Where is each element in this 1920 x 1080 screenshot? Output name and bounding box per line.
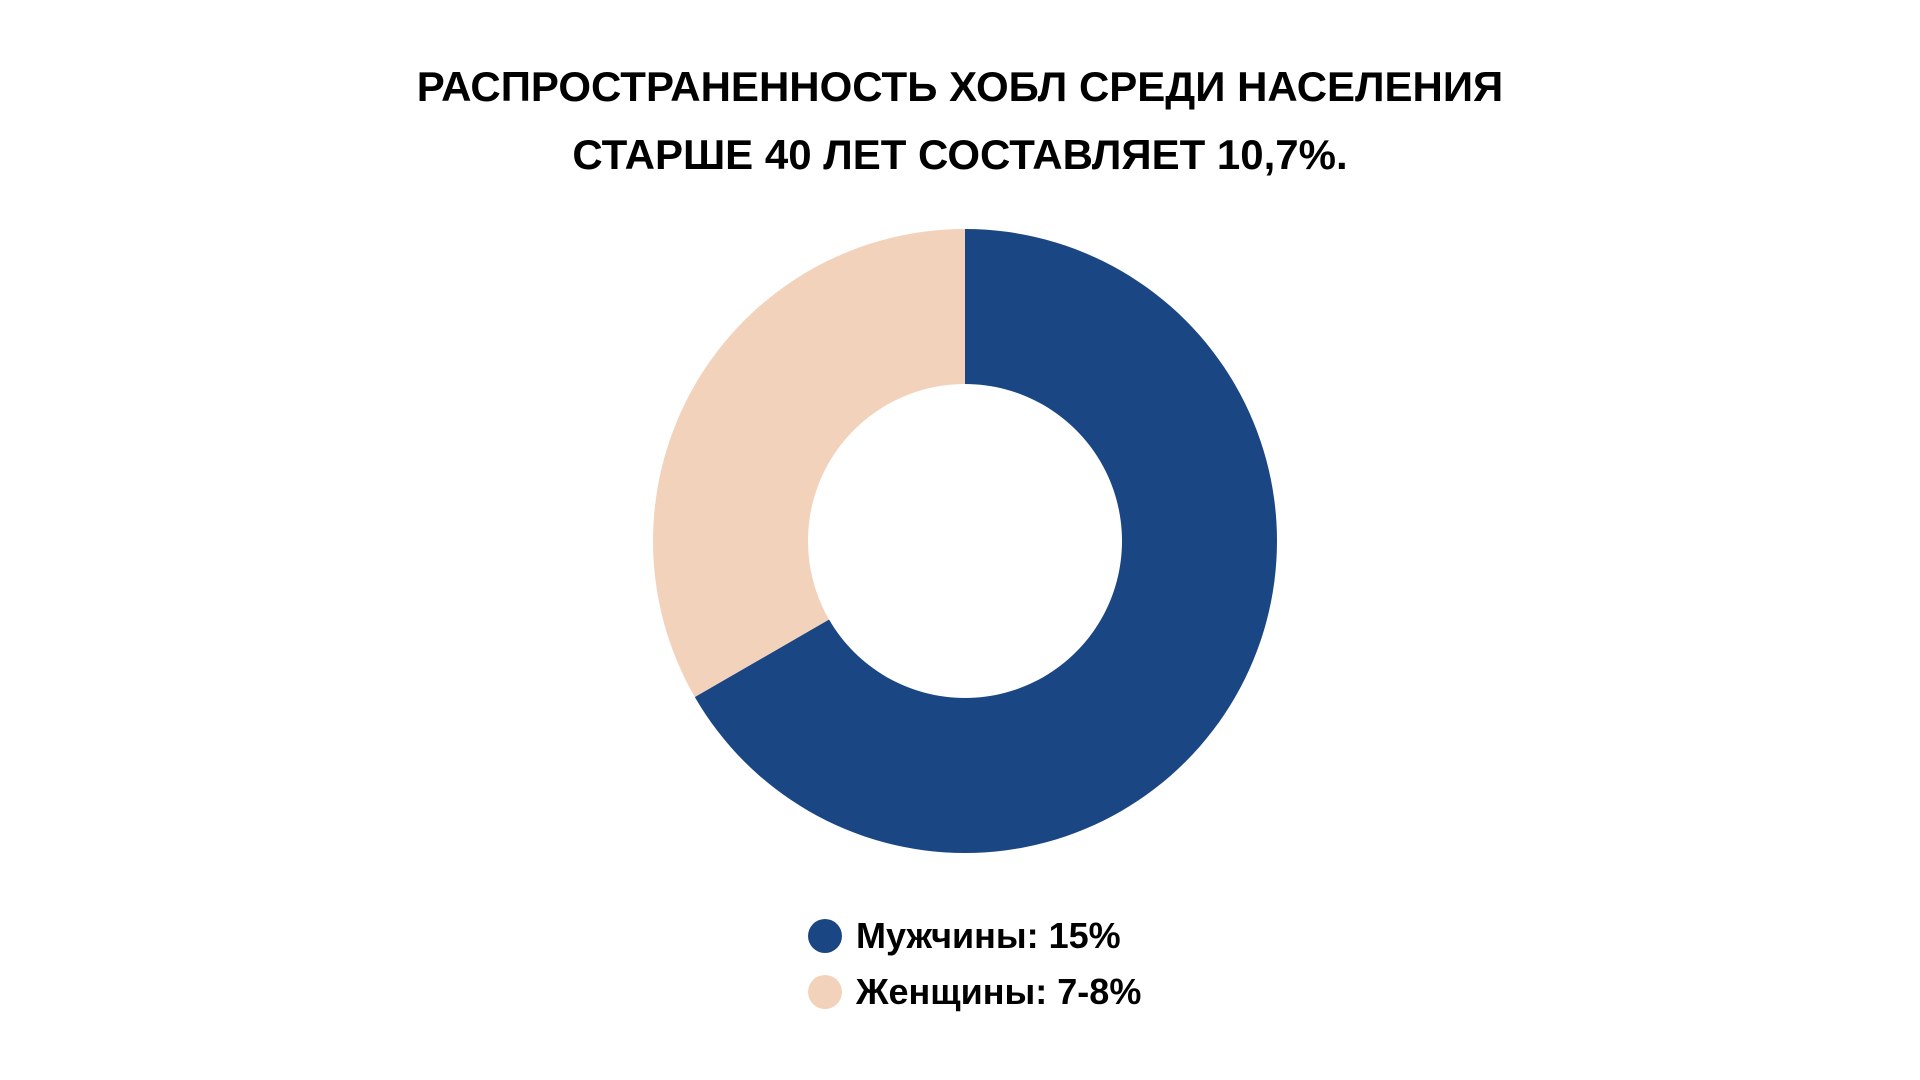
legend-marker-men <box>808 919 842 953</box>
legend-item-women: Женщины: 7-8% <box>808 968 1141 1016</box>
donut-slice-women <box>653 229 965 697</box>
chart-title-line-1: РАСПРОСТРАНЕННОСТЬ ХОБЛ СРЕДИ НАСЕЛЕНИЯ <box>416 63 1504 110</box>
legend-marker-women <box>808 975 842 1009</box>
chart-legend: Мужчины: 15% Женщины: 7-8% <box>808 912 1141 1024</box>
legend-label-women: Женщины: 7-8% <box>856 971 1142 1012</box>
donut-slice-men <box>694 229 1277 853</box>
legend-label-men: Мужчины: 15% <box>856 915 1121 956</box>
chart-title-line-2: СТАРШЕ 40 ЛЕТ СОСТАВЛЯЕТ 10,7%. <box>572 131 1348 178</box>
legend-item-men: Мужчины: 15% <box>808 912 1141 960</box>
